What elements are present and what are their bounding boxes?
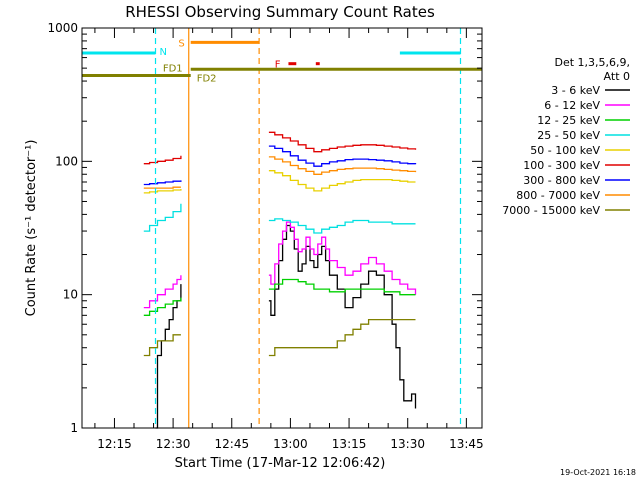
y-axis-label: Count Rate (s⁻¹ detector⁻¹) <box>24 140 39 317</box>
series-line-6-seg-1 <box>143 155 182 165</box>
legend-label-7: 300 - 800 keV <box>523 174 600 187</box>
flag-label-fd1: FD1 <box>163 64 183 75</box>
axis-layer: 1 10 100 1000 12:15 12:30 12:45 13:00 13:15 13:30… <box>47 21 483 451</box>
legend-label-6: 100 - 300 keV <box>523 159 600 172</box>
y-tick-label-4: 1000 <box>47 21 78 35</box>
x-tick-label-4: 13:00 <box>273 437 308 451</box>
legend: Det 1,3,5,6,9, Att 0 3 - 6 keV 6 - 12 keV… <box>502 56 630 217</box>
legend-header-detectors: Det 1,3,5,6,9, <box>554 56 630 69</box>
flag-label-n: N <box>160 47 167 58</box>
y-tick-label-2: 10 <box>63 288 78 302</box>
legend-label-4: 25 - 50 keV <box>537 129 600 142</box>
series-layer <box>143 131 417 429</box>
legend-label-5: 50 - 100 keV <box>530 144 600 157</box>
legend-label-1: 3 - 6 keV <box>551 84 600 97</box>
series-line-2-seg-2 <box>268 221 417 295</box>
series-line-8-seg-1 <box>143 186 181 189</box>
series-line-2-seg-1 <box>143 275 182 309</box>
y-tick-label-3: 100 <box>55 154 78 168</box>
legend-header-attenuator: Att 0 <box>604 70 630 83</box>
x-tick-label-2: 12:30 <box>156 437 191 451</box>
marker-layer <box>154 28 462 428</box>
series-line-5-seg-2 <box>268 170 416 192</box>
series-line-6-seg-2 <box>268 131 417 153</box>
legend-label-8: 800 - 7000 keV <box>516 189 600 202</box>
series-line-5-seg-1 <box>143 189 182 194</box>
legend-label-9: 7000 - 15000 keV <box>502 204 600 217</box>
series-line-4-seg-2 <box>268 218 416 234</box>
series-line-4-seg-1 <box>143 203 182 232</box>
series-line-7-seg-2 <box>268 145 417 167</box>
x-tick-label-1: 12:15 <box>97 437 132 451</box>
series-line-9-seg-2 <box>268 318 416 357</box>
series-line-9-seg-1 <box>143 334 181 357</box>
flag-label-f: F <box>275 60 281 71</box>
series-line-8-seg-2 <box>268 156 417 175</box>
legend-label-3: 12 - 25 keV <box>537 114 600 127</box>
x-tick-label-5: 13:15 <box>332 437 367 451</box>
flag-label-fd2: FD2 <box>197 73 217 84</box>
series-line-7-seg-1 <box>143 180 182 186</box>
flag-label-s: S <box>178 38 184 49</box>
legend-label-2: 6 - 12 keV <box>544 99 600 112</box>
series-line-3-seg-1 <box>143 297 182 316</box>
series-line-3-seg-2 <box>268 278 416 296</box>
chart-title: RHESSI Observing Summary Count Rates <box>125 3 435 21</box>
x-axis-label: Start Time (17-Mar-12 12:06:42) <box>175 456 386 471</box>
x-tick-label-6: 13:30 <box>390 437 425 451</box>
plot-frame <box>81 27 483 429</box>
x-tick-label-7: 13:45 <box>449 437 484 451</box>
x-tick-label-3: 12:45 <box>215 437 250 451</box>
y-tick-label-1: 1 <box>70 421 78 435</box>
flag-layer: NS F FD1 FD2 <box>82 38 482 84</box>
footer-timestamp: 19-Oct-2021 16:18 <box>560 468 636 477</box>
series-line-1-seg-1 <box>155 284 182 429</box>
